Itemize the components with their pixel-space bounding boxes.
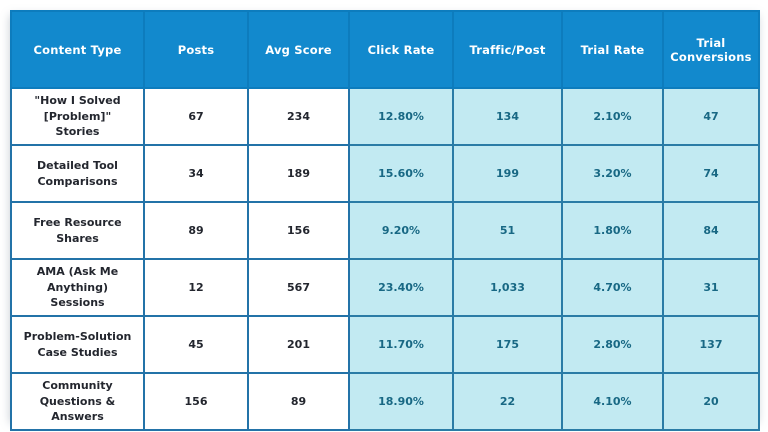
row-label-cell: Detailed Tool Comparisons bbox=[10, 144, 145, 203]
data-cell-traffic-post: 51 bbox=[452, 201, 563, 260]
data-cell-avg-score: 89 bbox=[247, 372, 350, 431]
header-cell-trial-conversions: Trial Conversions bbox=[662, 10, 760, 89]
data-cell-trial-rate: 4.70% bbox=[561, 258, 664, 317]
data-cell-click-rate: 11.70% bbox=[348, 315, 454, 374]
data-cell-traffic-post: 22 bbox=[452, 372, 563, 431]
row-label-cell: "How I Solved [Problem]" Stories bbox=[10, 87, 145, 146]
data-cell-avg-score: 201 bbox=[247, 315, 350, 374]
data-cell-trial-rate: 4.10% bbox=[561, 372, 664, 431]
data-cell-trial-conversions: 84 bbox=[662, 201, 760, 260]
data-cell-trial-rate: 3.20% bbox=[561, 144, 664, 203]
header-cell-avg-score: Avg Score bbox=[247, 10, 350, 89]
data-cell-traffic-post: 134 bbox=[452, 87, 563, 146]
data-cell-trial-rate: 2.10% bbox=[561, 87, 664, 146]
data-cell-avg-score: 567 bbox=[247, 258, 350, 317]
data-cell-posts: 67 bbox=[143, 87, 249, 146]
data-cell-trial-rate: 1.80% bbox=[561, 201, 664, 260]
table-row: Detailed Tool Comparisons 34 189 15.60% … bbox=[10, 144, 760, 203]
data-cell-click-rate: 15.60% bbox=[348, 144, 454, 203]
data-cell-posts: 12 bbox=[143, 258, 249, 317]
data-table: Content Type Posts Avg Score Click Rate … bbox=[10, 10, 760, 431]
table-row: AMA (Ask Me Anything) Sessions 12 567 23… bbox=[10, 258, 760, 317]
data-cell-traffic-post: 175 bbox=[452, 315, 563, 374]
data-cell-traffic-post: 1,033 bbox=[452, 258, 563, 317]
content-performance-table: Content Type Posts Avg Score Click Rate … bbox=[10, 10, 760, 431]
data-cell-traffic-post: 199 bbox=[452, 144, 563, 203]
data-cell-click-rate: 18.90% bbox=[348, 372, 454, 431]
data-cell-trial-conversions: 20 bbox=[662, 372, 760, 431]
table-row: Free Resource Shares 89 156 9.20% 51 1.8… bbox=[10, 201, 760, 260]
header-cell-posts: Posts bbox=[143, 10, 249, 89]
table-header: Content Type Posts Avg Score Click Rate … bbox=[10, 10, 760, 89]
data-cell-avg-score: 189 bbox=[247, 144, 350, 203]
data-cell-posts: 89 bbox=[143, 201, 249, 260]
header-cell-trial-rate: Trial Rate bbox=[561, 10, 664, 89]
data-cell-click-rate: 9.20% bbox=[348, 201, 454, 260]
data-cell-posts: 45 bbox=[143, 315, 249, 374]
row-label-cell: Free Resource Shares bbox=[10, 201, 145, 260]
header-cell-content-type: Content Type bbox=[10, 10, 145, 89]
header-cell-traffic-post: Traffic/Post bbox=[452, 10, 563, 89]
data-cell-trial-conversions: 137 bbox=[662, 315, 760, 374]
data-cell-trial-conversions: 31 bbox=[662, 258, 760, 317]
data-cell-posts: 34 bbox=[143, 144, 249, 203]
row-label-cell: AMA (Ask Me Anything) Sessions bbox=[10, 258, 145, 317]
data-cell-click-rate: 23.40% bbox=[348, 258, 454, 317]
data-cell-avg-score: 156 bbox=[247, 201, 350, 260]
row-label-cell: Community Questions & Answers bbox=[10, 372, 145, 431]
data-cell-trial-conversions: 74 bbox=[662, 144, 760, 203]
table-row: Problem-Solution Case Studies 45 201 11.… bbox=[10, 315, 760, 374]
table-row: Community Questions & Answers 156 89 18.… bbox=[10, 372, 760, 431]
table-row: "How I Solved [Problem]" Stories 67 234 … bbox=[10, 87, 760, 146]
header-row: Content Type Posts Avg Score Click Rate … bbox=[10, 10, 760, 89]
header-cell-click-rate: Click Rate bbox=[348, 10, 454, 89]
data-cell-click-rate: 12.80% bbox=[348, 87, 454, 146]
data-cell-avg-score: 234 bbox=[247, 87, 350, 146]
data-cell-posts: 156 bbox=[143, 372, 249, 431]
data-cell-trial-rate: 2.80% bbox=[561, 315, 664, 374]
data-cell-trial-conversions: 47 bbox=[662, 87, 760, 146]
row-label-cell: Problem-Solution Case Studies bbox=[10, 315, 145, 374]
table-body: "How I Solved [Problem]" Stories 67 234 … bbox=[10, 87, 760, 431]
